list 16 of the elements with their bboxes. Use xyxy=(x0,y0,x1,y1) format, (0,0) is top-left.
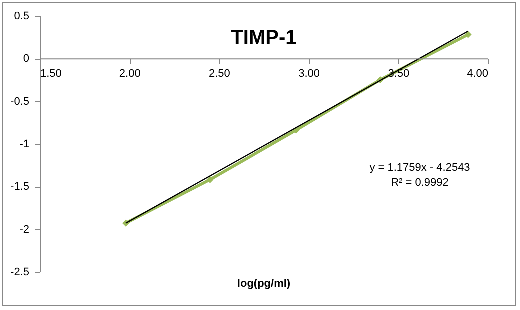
y-tick-label: 0.5 xyxy=(14,10,30,22)
y-tick-label: -2 xyxy=(20,224,30,236)
annotation: R² = 0.9992 xyxy=(391,177,449,189)
x-tick-label: 1.50 xyxy=(40,68,62,80)
x-tick-label: 2.00 xyxy=(119,68,141,80)
y-tick-label: 0 xyxy=(23,53,30,66)
x-axis-title: log(pg/ml) xyxy=(237,278,291,290)
y-tick-label: -0.5 xyxy=(10,96,30,108)
annotation: y = 1.1759x - 4.2543 xyxy=(370,162,470,174)
text: TIMP-1 xyxy=(231,27,297,49)
y-tick-label: -1.5 xyxy=(10,181,30,194)
x-tick-label: 4.00 xyxy=(467,68,488,80)
x-tick-label: 3.00 xyxy=(298,68,320,80)
x-tick-label: 2.50 xyxy=(208,68,230,80)
y-tick-label: -1 xyxy=(20,138,30,150)
y-tick-label: -2.5 xyxy=(10,266,30,278)
